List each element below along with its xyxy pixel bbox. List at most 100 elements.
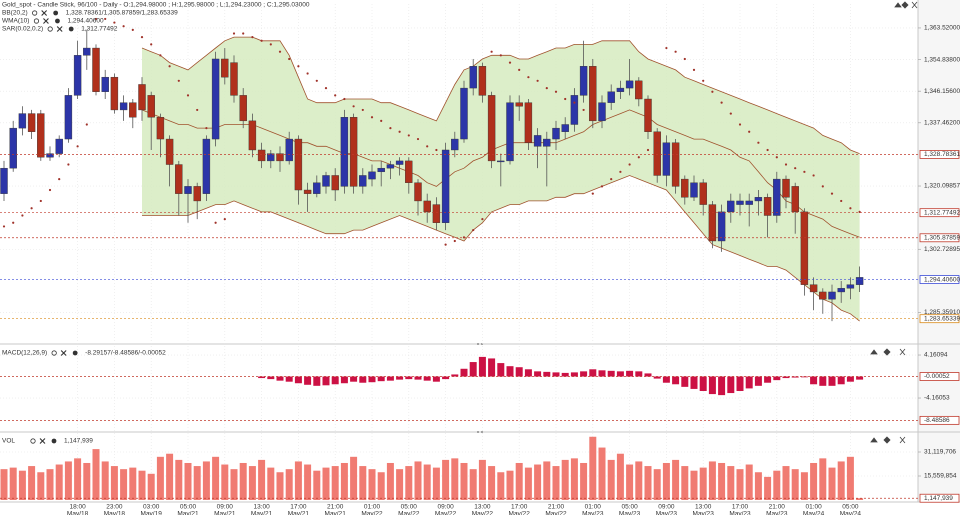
maximize-icon[interactable] (883, 436, 891, 444)
x-date-label: May/22 (361, 511, 383, 515)
maximize-icon[interactable] (883, 348, 891, 356)
bar (616, 371, 624, 377)
maximize-icon[interactable] (901, 1, 909, 9)
candle-body (257, 149, 266, 162)
sar-dot (398, 130, 401, 133)
sar-dot (242, 32, 245, 35)
x-date-label: May/23 (693, 511, 715, 515)
bar (810, 462, 818, 500)
sar-dot (637, 156, 640, 159)
candle-body (662, 142, 671, 176)
candle-body (359, 175, 367, 187)
candle-body (239, 95, 247, 122)
remove-icon[interactable] (43, 18, 49, 24)
candle-body (248, 120, 257, 151)
candle-body (754, 197, 763, 202)
candle-body (221, 58, 229, 78)
candle-body (819, 291, 827, 300)
eye-icon[interactable] (51, 350, 57, 356)
bar (405, 466, 413, 500)
move-icon[interactable] (870, 437, 878, 443)
settings-icon[interactable] (51, 438, 57, 444)
candle-body (855, 277, 864, 285)
x-tick-label: 21:00 (548, 504, 565, 511)
sar-dot (58, 177, 61, 181)
legend-name: MACD(12,26,9) (2, 350, 47, 357)
bar (764, 376, 772, 383)
x-date-label: May/18 (67, 511, 89, 515)
bar (856, 498, 864, 500)
y-tick-label: 4.16094 (924, 352, 948, 359)
bar (543, 461, 551, 500)
bar (846, 376, 854, 382)
bar (0, 469, 8, 500)
bar (745, 376, 753, 389)
x-tick-label: 21:00 (327, 504, 344, 511)
sar-dot (600, 185, 604, 188)
candle-body (303, 189, 312, 194)
settings-icon[interactable] (53, 10, 59, 16)
x-tick-label: 05:00 (621, 504, 638, 511)
remove-icon[interactable] (41, 10, 48, 16)
candle-body (202, 138, 211, 194)
x-tick-label: 17:00 (732, 504, 749, 511)
x-tick-label: 01:00 (364, 504, 381, 511)
close-icon[interactable] (911, 1, 918, 9)
bar (386, 376, 394, 381)
bar (55, 464, 63, 500)
bar (377, 472, 385, 500)
level-label-box (919, 150, 960, 159)
bar (718, 376, 726, 396)
move-icon[interactable] (870, 349, 878, 355)
handle-dot (477, 343, 479, 345)
panel-controls[interactable] (870, 1, 918, 444)
eye-icon[interactable] (30, 438, 36, 444)
settings-icon[interactable] (68, 26, 74, 32)
bar (745, 464, 753, 500)
bar (515, 367, 523, 377)
legend-value: 1,312.77492 (81, 26, 118, 33)
sar-dot (324, 86, 328, 90)
close-icon[interactable] (899, 348, 906, 356)
remove-icon[interactable] (39, 438, 46, 444)
x-tick-label: 05:00 (401, 504, 418, 511)
bar (672, 459, 680, 500)
candle-body (561, 124, 569, 132)
bar (193, 466, 201, 500)
bar (635, 461, 643, 500)
x-tick-label: 09:00 (658, 504, 675, 511)
close-icon[interactable] (899, 436, 906, 444)
remove-icon[interactable] (56, 26, 63, 32)
bar (368, 376, 376, 383)
bar (570, 372, 578, 377)
candle-body (92, 47, 100, 92)
move-icon[interactable] (894, 2, 902, 8)
bar (350, 456, 358, 500)
sar-dot (12, 221, 15, 224)
candle-body (110, 76, 119, 111)
candle-body (570, 95, 579, 125)
eye-icon[interactable] (32, 10, 38, 16)
settings-icon[interactable] (55, 18, 60, 24)
level-label: 1,305.87859 (924, 235, 960, 242)
sar-dot (370, 116, 374, 119)
sar-dot (389, 127, 392, 130)
candle-body (671, 142, 680, 187)
sar-dot (85, 123, 88, 126)
remove-icon[interactable] (60, 350, 67, 356)
bar (156, 456, 164, 500)
eye-icon[interactable] (33, 18, 40, 24)
bar (819, 376, 827, 386)
eye-icon[interactable] (47, 26, 53, 32)
bar (258, 459, 266, 500)
sar-dot (76, 145, 79, 148)
bar (478, 356, 486, 377)
sar-dot (334, 94, 337, 97)
settings-icon[interactable] (72, 350, 78, 356)
bar (304, 464, 312, 500)
handle-dot (477, 431, 479, 433)
bar (92, 449, 100, 500)
sar-dot (352, 105, 355, 108)
bar (699, 376, 707, 391)
sar-dot (665, 46, 668, 50)
